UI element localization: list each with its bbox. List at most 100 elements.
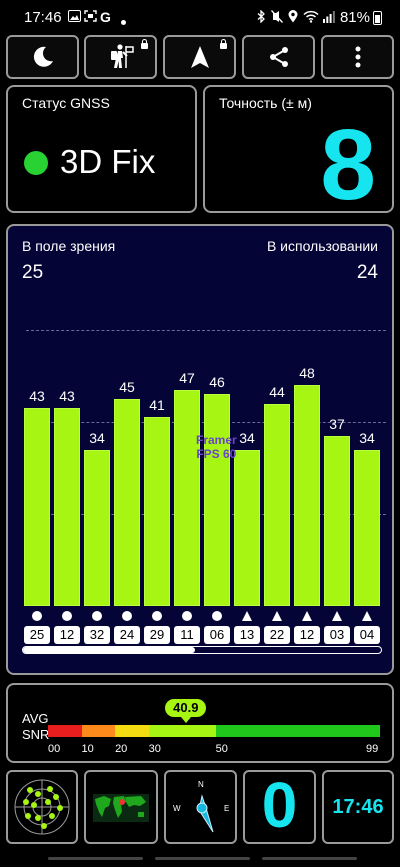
snr-bar	[354, 449, 380, 606]
satellite-id[interactable]: 25	[24, 626, 50, 644]
snr-scale-segment	[48, 725, 82, 737]
snr-bar	[114, 399, 140, 606]
in-view-label: В поле зрения	[22, 238, 116, 254]
satellite-count-panel: 0	[243, 769, 316, 844]
snr-scale-segment	[148, 725, 216, 737]
satellite-id[interactable]: 12	[54, 626, 80, 644]
in-use-label: В использовании	[266, 238, 378, 254]
snr-tick-label: 20	[115, 743, 128, 755]
satellite-scrollbar[interactable]	[22, 646, 382, 654]
more-options-button[interactable]	[321, 35, 394, 79]
snr-bar-label: 45	[119, 379, 135, 395]
snr-bar-label: 46	[209, 374, 225, 391]
marker-triangle-icon	[302, 611, 312, 621]
snr-bar	[24, 408, 50, 606]
screenshot-icon	[84, 10, 97, 25]
snr-bar-label: 43	[29, 388, 45, 405]
gnss-status-panel[interactable]: Статус GNSS 3D Fix	[6, 85, 197, 213]
navigation-arrow-icon	[190, 46, 209, 68]
compass-icon	[196, 794, 214, 833]
snr-bar	[54, 408, 80, 606]
marker-triangle-icon	[242, 611, 252, 621]
snr-bar	[174, 389, 200, 606]
system-nav-bar	[0, 852, 400, 867]
satellite-id[interactable]: 32	[84, 626, 110, 644]
marker-dot-icon	[122, 611, 132, 621]
marker-triangle-icon	[332, 611, 342, 621]
hiking-mode-button[interactable]	[84, 35, 157, 79]
world-map-button[interactable]	[84, 770, 158, 844]
clock-value: 17:46	[332, 796, 384, 818]
marker-dot-icon	[212, 611, 222, 621]
satellite-id[interactable]: 12	[294, 626, 320, 644]
image-icon	[68, 10, 81, 25]
satellite-count-value: 0	[261, 769, 298, 841]
marker-dot-icon	[62, 611, 72, 621]
navigation-button[interactable]	[163, 35, 236, 79]
satellite-id[interactable]: 03	[324, 626, 350, 644]
satellite-id[interactable]: 06	[204, 626, 230, 644]
snr-bar-label: 43	[59, 388, 75, 405]
marker-triangle-icon	[272, 611, 282, 621]
snr-tick-label: 10	[81, 743, 94, 755]
marker-dot-icon	[92, 611, 102, 621]
night-mode-button[interactable]	[6, 35, 79, 79]
marker-dot-icon	[32, 611, 42, 621]
accuracy-panel[interactable]: Точность (± м) 8	[203, 85, 394, 221]
snr-bar-label: 47	[179, 369, 195, 386]
in-view-count: 25	[22, 262, 44, 283]
snr-tick-label: 00	[48, 743, 61, 755]
bluetooth-icon	[257, 9, 266, 26]
snr-scale-segment	[81, 725, 116, 737]
snr-bar	[264, 403, 290, 606]
battery-level: 81%	[339, 9, 370, 26]
satellite-id[interactable]: 04	[354, 626, 380, 644]
status-bar: 17:46 G 81%	[0, 0, 400, 34]
snr-bar	[324, 435, 350, 606]
satellite-panel[interactable]: В поле зрения 25 В использовании 24 43 25…	[6, 224, 394, 675]
satellite-id[interactable]: 11	[174, 626, 200, 644]
satellite-id[interactable]: 13	[234, 626, 260, 644]
mute-icon	[271, 10, 283, 26]
compass-w: W	[173, 804, 181, 813]
snr-scale-segment	[115, 725, 149, 737]
satellite-id[interactable]: 22	[264, 626, 290, 644]
satellite-id[interactable]: 29	[144, 626, 170, 644]
sky-view-button[interactable]	[6, 770, 78, 844]
world-map-icon	[93, 794, 149, 822]
in-use-count: 24	[356, 262, 378, 283]
nav-segment	[262, 857, 357, 860]
snr-tick-label: 99	[366, 743, 379, 755]
marker-triangle-icon	[362, 611, 372, 621]
moon-icon	[33, 46, 53, 67]
gnss-status-value: 3D Fix	[60, 143, 156, 180]
status-time: 17:46	[24, 9, 62, 26]
share-button[interactable]	[242, 35, 315, 79]
lock-icon	[141, 39, 148, 49]
fix-status-dot	[24, 151, 48, 175]
sky-radar-icon	[14, 779, 70, 835]
hiker-icon	[110, 44, 134, 68]
snr-bar-label: 34	[89, 429, 105, 446]
wifi-icon	[303, 10, 319, 26]
dot-icon	[121, 14, 126, 28]
snr-tick-label: 50	[215, 743, 228, 755]
snr-bar-label: 34	[239, 429, 255, 446]
compass-e: E	[224, 804, 230, 813]
snr-bar-label: 41	[149, 397, 165, 414]
share-icon	[269, 47, 288, 67]
avg-label: AVG	[22, 711, 49, 726]
snr-bar-label: 37	[329, 415, 345, 432]
signal-icon	[323, 10, 335, 26]
accuracy-label: Точность (± м)	[219, 95, 312, 111]
compass-button[interactable]: N W E	[164, 770, 237, 844]
location-icon	[288, 10, 298, 26]
scrollbar-thumb[interactable]	[23, 647, 195, 653]
avg-snr-panel[interactable]: AVG SNR 40.9 00 10 20 30 50 99	[6, 683, 394, 763]
snr-bar	[144, 417, 170, 606]
accuracy-value: 8	[320, 109, 376, 221]
snr-bar-label: 34	[359, 429, 375, 446]
fps-overlay-line1: Framer	[196, 433, 237, 447]
google-icon: G	[100, 9, 111, 25]
satellite-id[interactable]: 24	[114, 626, 140, 644]
